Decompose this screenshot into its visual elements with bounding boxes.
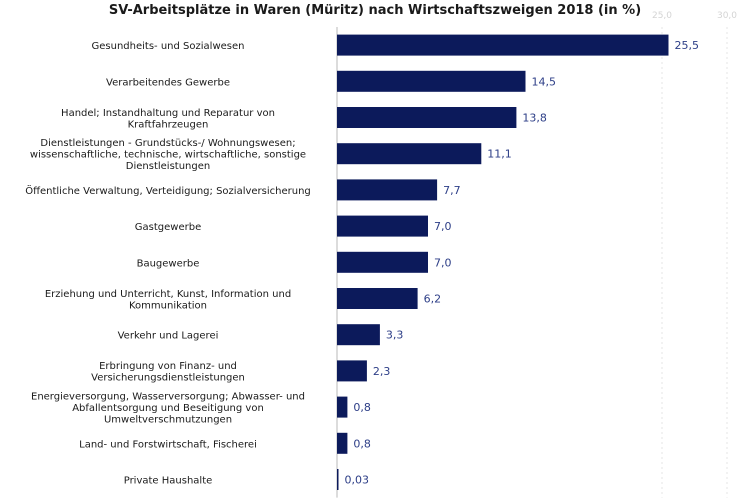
data-label: 7,7 — [443, 184, 461, 197]
bar — [337, 469, 339, 490]
data-label: 0,03 — [345, 474, 370, 487]
category-label: Gastgewerbe — [135, 222, 201, 233]
bar — [337, 215, 428, 237]
data-label: 14,5 — [532, 75, 557, 88]
chart-title: SV-Arbeitsplätze in Waren (Müritz) nach … — [108, 3, 642, 18]
category-label-layer: Gesundheits- und Sozialwesen Verarbeitend… — [25, 41, 311, 486]
bar — [337, 251, 428, 273]
category-label: Gesundheits- und Sozialwesen — [92, 41, 245, 52]
data-label: 11,1 — [487, 148, 512, 161]
category-label: Dienstleistungen - Grundstücks-/ Wohnung… — [30, 138, 306, 172]
data-label: 2,3 — [373, 365, 391, 378]
category-label: Handel; Instandhaltung und Reparatur von… — [61, 108, 275, 131]
bar — [337, 179, 438, 201]
data-label: 6,2 — [424, 293, 442, 306]
bar — [337, 396, 348, 418]
category-label: Verarbeitendes Gewerbe — [106, 77, 230, 88]
category-label: Land- und Forstwirtschaft, Fischerei — [79, 439, 257, 450]
category-label: Verkehr und Lagerei — [118, 331, 219, 342]
category-label: Baugewerbe — [137, 258, 200, 269]
data-label: 25,5 — [675, 39, 700, 52]
data-label: 0,8 — [353, 437, 371, 450]
bar — [337, 432, 348, 454]
data-label: 3,3 — [386, 329, 404, 342]
data-label: 0,8 — [353, 401, 371, 414]
bar — [337, 143, 482, 165]
x-tick-label: 25,0 — [652, 11, 672, 21]
category-label: Öffentliche Verwaltung, Verteidigung; So… — [25, 184, 311, 197]
bar — [337, 107, 517, 128]
bar — [337, 288, 418, 309]
data-label: 7,0 — [434, 256, 452, 269]
grid-layer — [661, 27, 728, 498]
bar-layer — [337, 34, 669, 490]
tick-layer: 25,0 30,0 — [652, 11, 737, 21]
x-tick-label: 30,0 — [717, 11, 737, 21]
value-label-layer: 25,5 14,5 13,8 11,1 7,7 7,0 7,0 6,2 3,3 2,3 0,8 0,8… — [345, 39, 700, 486]
bar — [337, 360, 367, 382]
category-label: Energieversorgung, Wasserversorgung; Abw… — [31, 392, 305, 426]
bar — [337, 70, 526, 92]
data-label: 13,8 — [522, 112, 547, 125]
bar — [337, 34, 669, 56]
category-label: Private Haushalte — [124, 476, 213, 487]
category-label: Erziehung und Unterricht, Kunst, Informa… — [45, 289, 291, 312]
data-label: 7,0 — [434, 220, 452, 233]
category-label: Erbringung von Finanz- und Versicherungsd… — [91, 361, 245, 384]
bar — [337, 324, 380, 346]
